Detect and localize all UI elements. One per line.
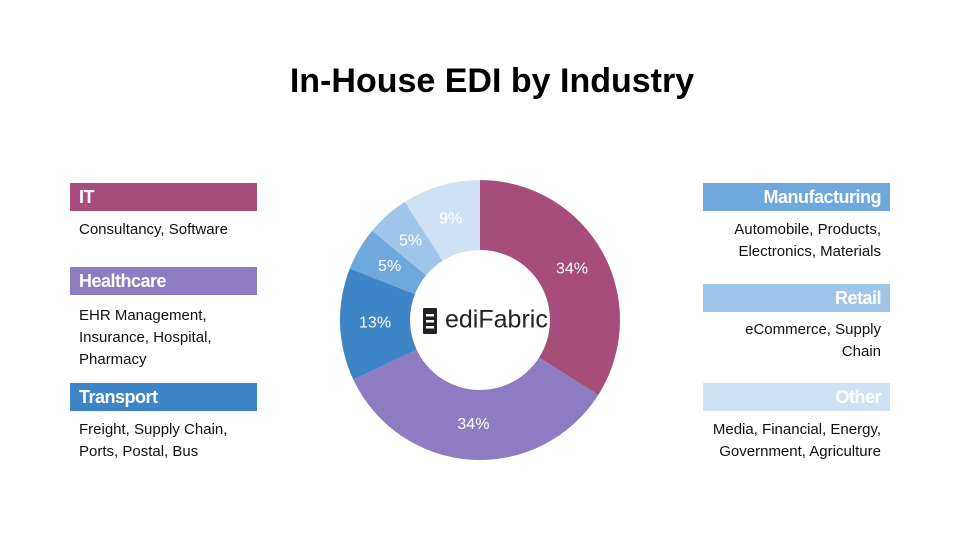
legend-header: Retail <box>703 284 890 312</box>
legend-description: Media, Financial, Energy, Government, Ag… <box>712 421 881 460</box>
legend-description: Consultancy, Software <box>79 221 228 238</box>
legend-description: eCommerce, Supply Chain <box>745 321 881 360</box>
slice-label: 5% <box>399 232 422 249</box>
slice-label: 9% <box>439 210 462 227</box>
donut-slice <box>404 180 480 261</box>
donut-slice <box>372 201 443 276</box>
legend-header: Healthcare <box>70 267 257 295</box>
donut-slice <box>353 349 599 460</box>
slice-label: 34% <box>457 416 489 433</box>
center-logo: ediFabric <box>445 306 548 334</box>
legend-description: Automobile, Products, Electronics, Mater… <box>734 221 881 260</box>
chart-title: In-House EDI by Industry <box>290 62 694 100</box>
legend-description: EHR Management, Insurance, Hospital, Pha… <box>79 307 212 368</box>
legend-description: Freight, Supply Chain, Ports, Postal, Bu… <box>79 421 228 460</box>
donut-slice <box>480 180 621 396</box>
slice-label: 5% <box>378 258 401 275</box>
legend-header: Transport <box>70 383 257 411</box>
legend-header: Manufacturing <box>703 183 890 211</box>
donut-slice <box>339 268 417 380</box>
legend-header: Other <box>703 383 890 411</box>
slice-label: 13% <box>359 315 391 332</box>
slice-label: 34% <box>556 261 588 278</box>
logo-icon-line <box>426 326 434 329</box>
legend-header: IT <box>70 183 257 211</box>
logo-icon-line <box>426 314 434 317</box>
logo-icon-line <box>426 320 434 323</box>
donut-slice <box>349 230 427 295</box>
